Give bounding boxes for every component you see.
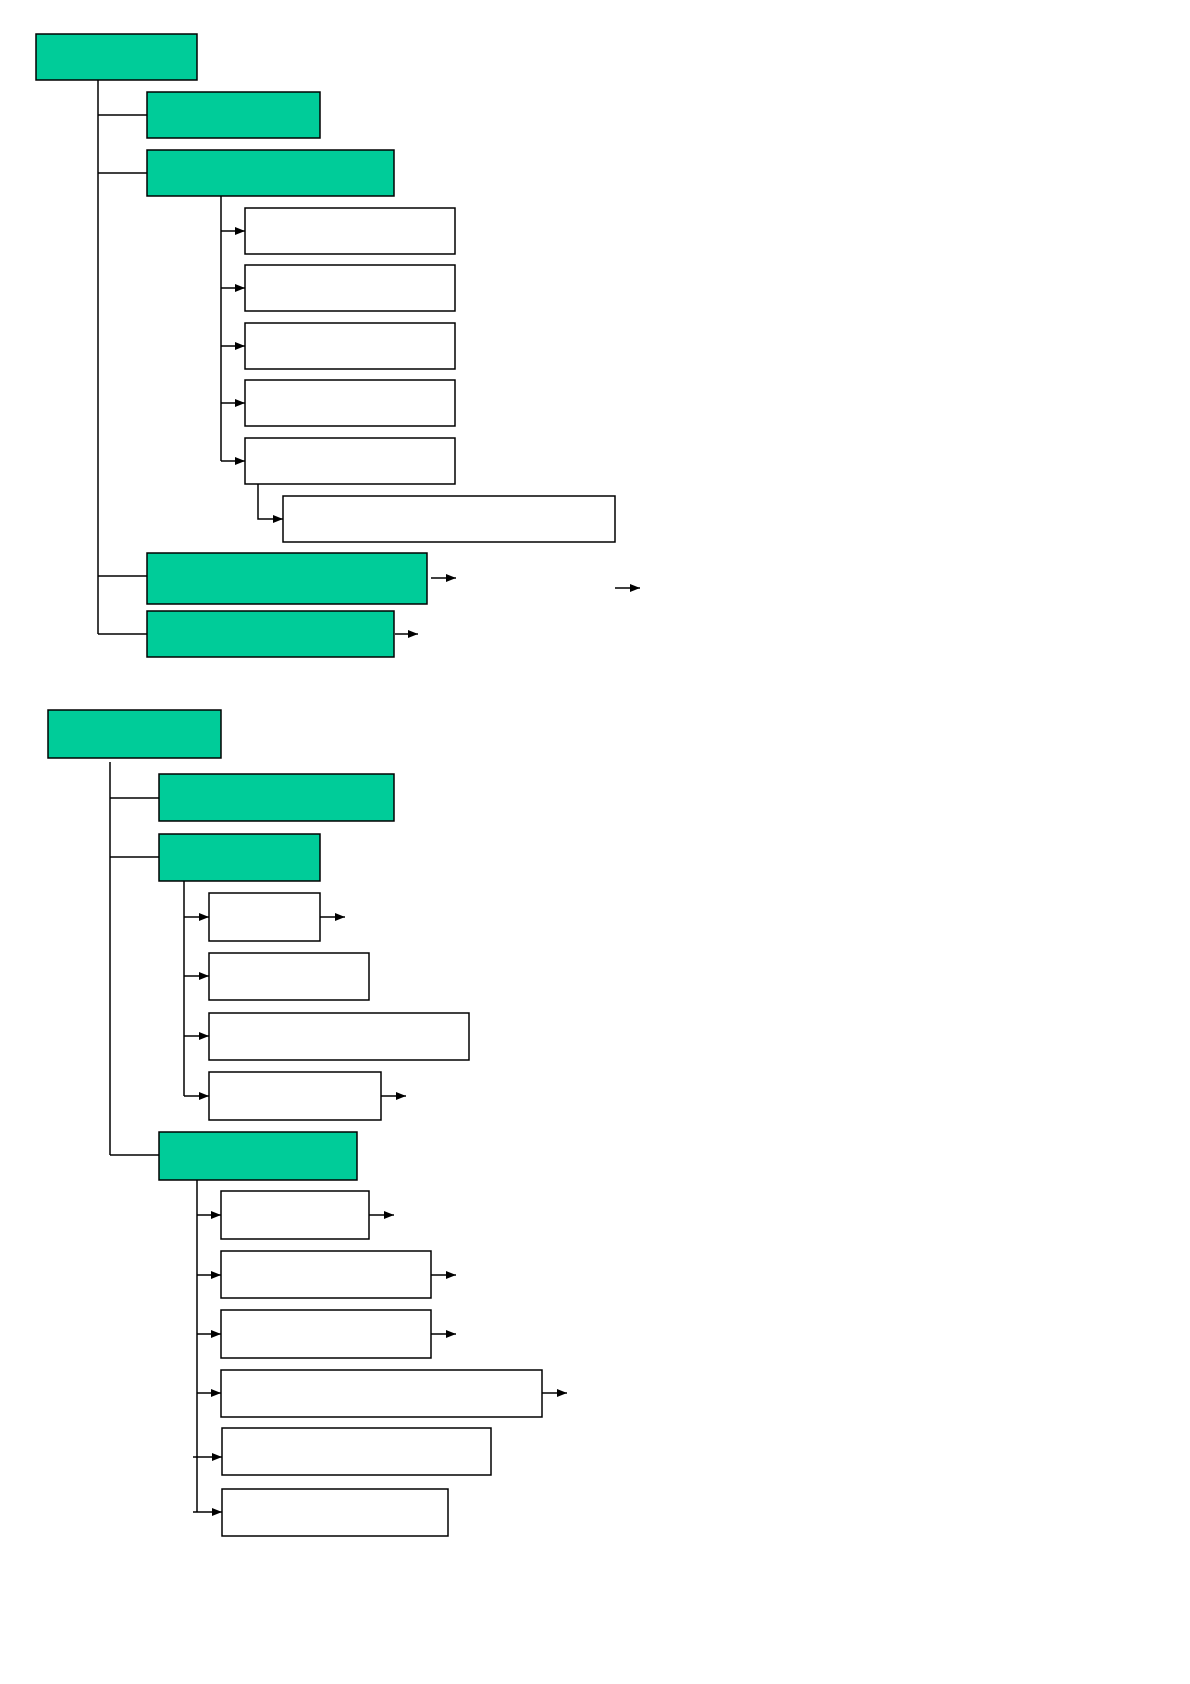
leaf-box — [208, 1071, 382, 1121]
root-box — [35, 33, 198, 81]
node-box — [146, 149, 395, 197]
node-box — [146, 552, 428, 605]
root-box — [47, 709, 222, 759]
leaf-box — [244, 437, 456, 485]
tree-1 — [35, 33, 640, 658]
leaf-box — [220, 1250, 432, 1299]
leaf-box — [221, 1427, 492, 1476]
leaf-box — [282, 495, 616, 543]
leaf-box — [244, 322, 456, 370]
leaf-box — [244, 264, 456, 312]
leaf-box — [220, 1369, 543, 1418]
leaf-box — [208, 952, 370, 1001]
node-box — [158, 833, 321, 882]
tree-2 — [47, 709, 567, 1537]
leaf-box — [221, 1488, 449, 1537]
arrow — [257, 484, 283, 523]
node-box — [158, 1131, 358, 1181]
node-box — [146, 610, 395, 658]
node-box — [146, 91, 321, 139]
leaf-box — [244, 207, 456, 255]
node-box — [158, 773, 395, 822]
leaf-box — [208, 892, 321, 942]
leaf-box — [220, 1190, 370, 1240]
leaf-box — [220, 1309, 432, 1359]
leaf-box — [244, 379, 456, 427]
leaf-box — [208, 1012, 470, 1061]
